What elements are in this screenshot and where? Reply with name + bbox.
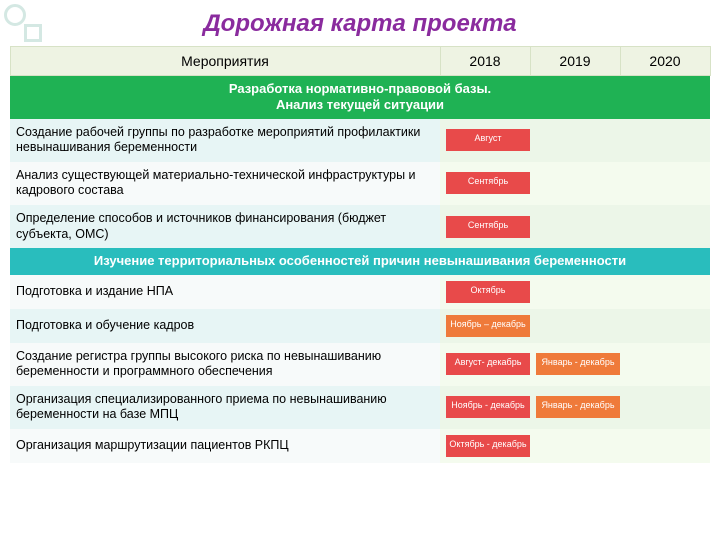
table-row: Создание регистра группы высокого риска … [10, 343, 710, 386]
table-row: Организация маршрутизации пациентов РКПЦ… [10, 429, 710, 463]
timeline-pill: Январь - декабрь [536, 353, 620, 375]
year-cell [530, 162, 620, 205]
section-header-row: Изучение территориальных особенностей пр… [10, 248, 710, 274]
table-row: Создание рабочей группы по разработке ме… [10, 119, 710, 162]
year-cell [620, 275, 710, 309]
year-cell [530, 205, 620, 248]
year-cell [620, 205, 710, 248]
table-row: Анализ существующей материально-техничес… [10, 162, 710, 205]
timeline-pill: Сентябрь [446, 172, 530, 194]
year-cell: Ноябрь - декабрь [440, 386, 530, 429]
roadmap-table: Мероприятия201820192020Разработка нормат… [10, 46, 711, 463]
column-header: 2019 [530, 47, 620, 76]
year-cell [530, 119, 620, 162]
activity-cell: Организация маршрутизации пациентов РКПЦ [10, 429, 440, 463]
year-cell: Ноябрь – декабрь [440, 309, 530, 343]
table-header-row: Мероприятия201820192020 [10, 47, 710, 76]
year-cell: Август [440, 119, 530, 162]
year-cell [530, 429, 620, 463]
activity-cell: Определение способов и источников финанс… [10, 205, 440, 248]
timeline-pill: Ноябрь - декабрь [446, 396, 530, 418]
activity-cell: Подготовка и обучение кадров [10, 309, 440, 343]
year-cell: Октябрь [440, 275, 530, 309]
year-cell: Сентябрь [440, 205, 530, 248]
activity-cell: Создание регистра группы высокого риска … [10, 343, 440, 386]
year-cell [620, 386, 710, 429]
section-header-cell: Разработка нормативно-правовой базы.Анал… [10, 76, 710, 119]
year-cell [620, 343, 710, 386]
timeline-pill: Август [446, 129, 530, 151]
year-cell [530, 275, 620, 309]
column-header: 2020 [620, 47, 710, 76]
timeline-pill: Сентябрь [446, 216, 530, 238]
year-cell: Август- декабрь [440, 343, 530, 386]
page-title: Дорожная карта проекта [0, 0, 720, 46]
timeline-pill: Октябрь [446, 281, 530, 303]
timeline-pill: Октябрь - декабрь [446, 435, 530, 457]
timeline-pill: Ноябрь – декабрь [446, 315, 530, 337]
year-cell: Январь - декабрь [530, 386, 620, 429]
year-cell: Январь - декабрь [530, 343, 620, 386]
year-cell [620, 429, 710, 463]
table-row: Подготовка и издание НПА Октябрь [10, 275, 710, 309]
timeline-pill: Январь - декабрь [536, 396, 620, 418]
table-row: Организация специализированного приема п… [10, 386, 710, 429]
table-row: Определение способов и источников финанс… [10, 205, 710, 248]
activity-cell: Анализ существующей материально-техничес… [10, 162, 440, 205]
year-cell [530, 309, 620, 343]
table-row: Подготовка и обучение кадров Ноябрь – дек… [10, 309, 710, 343]
section-header-cell: Изучение территориальных особенностей пр… [10, 248, 710, 274]
year-cell [620, 119, 710, 162]
year-cell: Сентябрь [440, 162, 530, 205]
activity-cell: Подготовка и издание НПА [10, 275, 440, 309]
year-cell: Октябрь - декабрь [440, 429, 530, 463]
activity-cell: Организация специализированного приема п… [10, 386, 440, 429]
section-header-row: Разработка нормативно-правовой базы.Анал… [10, 76, 710, 119]
year-cell [620, 162, 710, 205]
activity-cell: Создание рабочей группы по разработке ме… [10, 119, 440, 162]
column-header: Мероприятия [10, 47, 440, 76]
column-header: 2018 [440, 47, 530, 76]
year-cell [620, 309, 710, 343]
timeline-pill: Август- декабрь [446, 353, 530, 375]
